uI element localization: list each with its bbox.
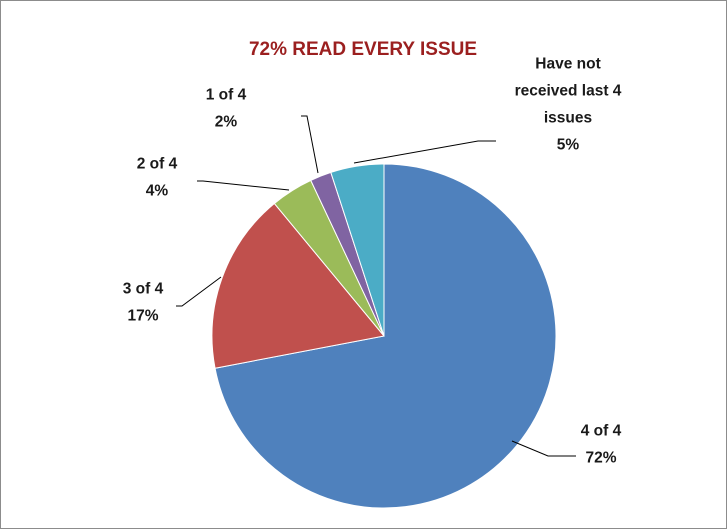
leader-line [511,440,576,457]
pie-slice-have-not-received-last-4-issues [330,163,385,337]
data-label-percent: 72% [585,450,616,467]
data-labels: 4 of 4 72% 3 of 4 17% 2 of 4 4% 1 of 4 2% Have n… [123,56,622,467]
data-label-category: 2 of 4 [137,156,178,173]
data-label: 4 of 4 72% [581,423,622,467]
chart-title: 72% READ EVERY ISSUE [249,39,477,60]
data-label-category: Have not [535,56,600,73]
leader-line [301,115,319,174]
leader-lines [176,115,576,457]
leader-line [353,140,496,164]
data-label-percent: 4% [146,183,169,200]
data-label: 3 of 4 17% [123,281,164,325]
data-label-category: 4 of 4 [581,423,622,440]
pie-slice-4-of-4 [214,163,557,509]
data-label-percent: 2% [215,114,238,131]
data-label: Have not received last 4 issues 5% [515,56,622,154]
pie-slices [211,163,557,509]
leader-line [197,180,290,191]
data-label: 1 of 4 2% [206,87,247,131]
data-label-category: 3 of 4 [123,281,164,298]
data-label-category: received last 4 [515,83,622,100]
data-label: 2 of 4 4% [137,156,178,200]
leader-line [176,276,222,307]
pie-slice-3-of-4 [211,202,385,369]
data-label-category: 1 of 4 [206,87,247,104]
data-label-percent: 5% [557,137,580,154]
data-label-percent: 17% [127,308,158,325]
data-label-category: issues [544,110,592,127]
